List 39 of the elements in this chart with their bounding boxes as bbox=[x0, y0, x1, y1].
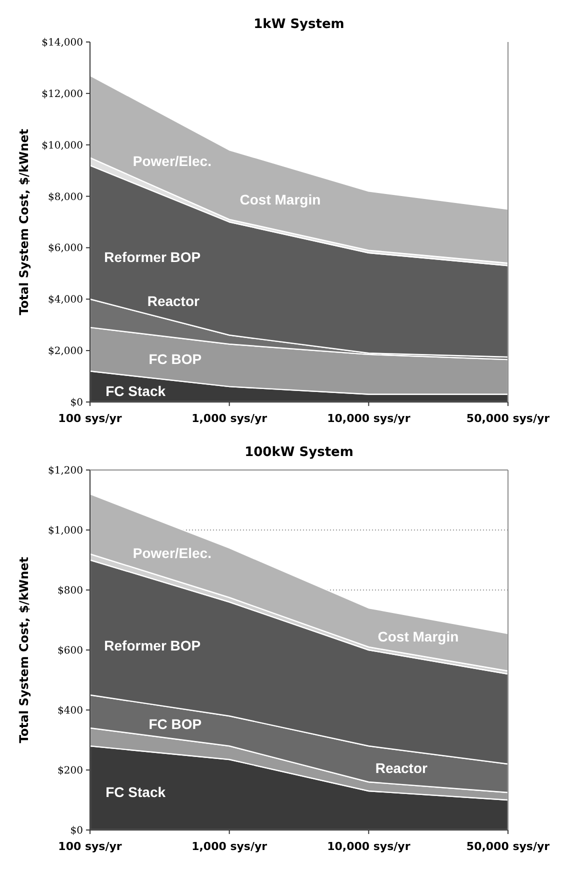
x-tick-label: 100 sys/yr bbox=[58, 412, 122, 425]
series-label: Reactor bbox=[147, 293, 200, 310]
y-tick-label: $1,200 bbox=[48, 466, 83, 476]
y-tick-label: $4,000 bbox=[48, 294, 83, 306]
y-tick-label: $0 bbox=[70, 398, 83, 408]
series-label: FC Stack bbox=[106, 784, 166, 800]
series-label: Reactor bbox=[375, 760, 428, 776]
y-tick-label: $8,000 bbox=[48, 192, 83, 203]
y-tick-label: $12,000 bbox=[42, 88, 83, 100]
y-tick-label: $2,000 bbox=[48, 346, 83, 358]
series-label: Power/Elec. bbox=[132, 152, 212, 169]
x-tick-label: 10,000 sys/yr bbox=[327, 840, 411, 853]
y-tick-label: $400 bbox=[58, 706, 83, 716]
series-label: Cost Margin bbox=[240, 192, 321, 208]
y-tick-label: $0 bbox=[70, 826, 83, 836]
series-label: Cost Margin bbox=[378, 628, 459, 644]
x-tick-label: 50,000 sys/yr bbox=[466, 840, 550, 853]
series-label: FC BOP bbox=[148, 351, 202, 368]
y-tick-label: $6,000 bbox=[48, 243, 83, 254]
series-label: Reformer BOP bbox=[104, 248, 201, 265]
y-tick-label: $1,000 bbox=[48, 526, 83, 536]
x-tick-label: 10,000 sys/yr bbox=[327, 412, 411, 425]
series-label: FC BOP bbox=[148, 716, 202, 732]
y-tick-label: $200 bbox=[58, 766, 83, 776]
series-label: Power/Elec. bbox=[132, 544, 212, 561]
series-label: FC Stack bbox=[106, 383, 166, 399]
x-tick-label: 1,000 sys/yr bbox=[192, 840, 268, 853]
y-tick-label: $14,000 bbox=[42, 38, 83, 48]
series-label: Reformer BOP bbox=[104, 638, 201, 654]
x-tick-label: 100 sys/yr bbox=[58, 840, 122, 853]
x-tick-label: 50,000 sys/yr bbox=[466, 412, 550, 425]
y-axis-title: Total System Cost, $/kWnet bbox=[17, 128, 31, 316]
y-tick-label: $10,000 bbox=[42, 140, 83, 152]
y-tick-label: $800 bbox=[58, 586, 83, 596]
x-tick-label: 1,000 sys/yr bbox=[192, 412, 268, 425]
chart-title: 100kW System bbox=[244, 445, 354, 460]
y-axis-title: Total System Cost, $/kWnet bbox=[17, 556, 31, 744]
chart-title: 1kW System bbox=[254, 17, 344, 32]
y-tick-label: $600 bbox=[58, 646, 83, 656]
